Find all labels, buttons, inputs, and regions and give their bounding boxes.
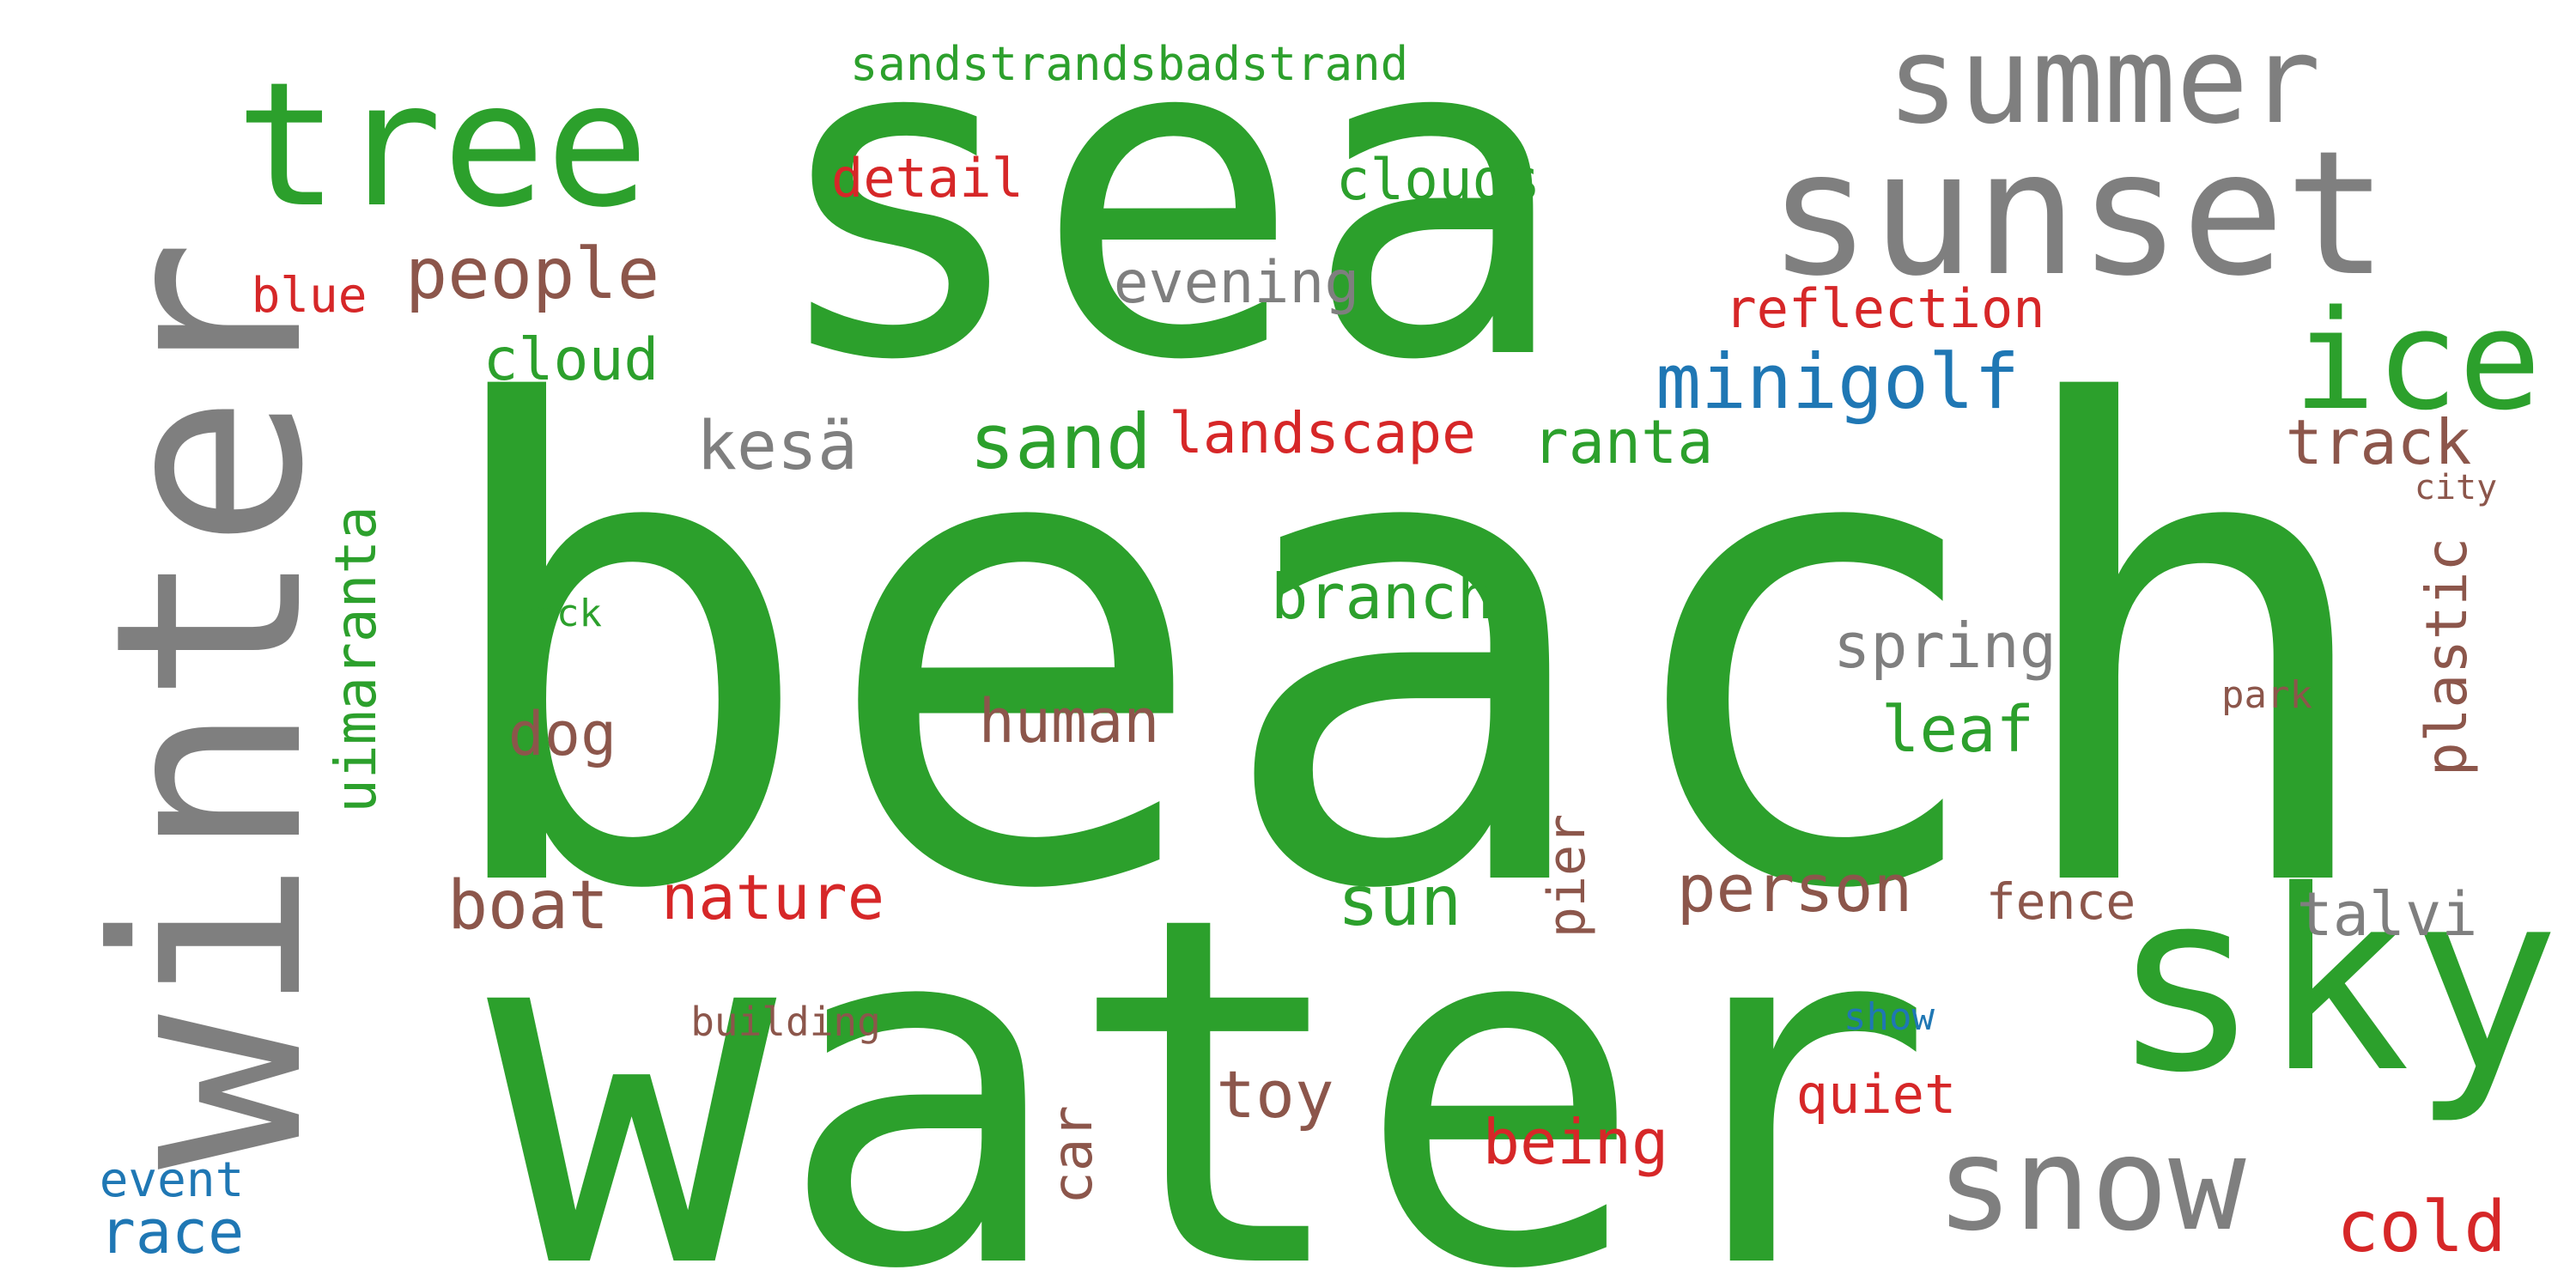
- word-plastic: plastic: [2414, 537, 2480, 777]
- word-toy: toy: [1216, 1056, 1334, 1133]
- word-sky: sky: [2111, 838, 2561, 1127]
- word-summer: summer: [1886, 11, 2321, 151]
- word-people: people: [404, 234, 660, 315]
- word-fence: fence: [1985, 872, 2136, 931]
- word-pier: pier: [1537, 813, 1597, 939]
- word-ice: ice: [2293, 280, 2542, 440]
- word-blue: blue: [251, 268, 368, 324]
- word-ranta: ranta: [1532, 407, 1714, 477]
- word-beach: beach: [426, 273, 2391, 1032]
- word-building: building: [690, 999, 881, 1045]
- word-sand: sand: [969, 398, 1151, 486]
- word-spring: spring: [1832, 610, 2057, 682]
- word-being: being: [1482, 1106, 1669, 1178]
- word-detail: detail: [831, 147, 1024, 210]
- word-race: race: [99, 1197, 245, 1267]
- word-event: event: [99, 1152, 245, 1208]
- word-uimaranta: uimaranta: [323, 506, 389, 813]
- word-cold: cold: [2336, 1187, 2506, 1268]
- word-kesa: kesä: [696, 408, 858, 485]
- word-boat: boat: [447, 867, 609, 945]
- word-track: track: [2285, 406, 2472, 478]
- word-evening: evening: [1113, 249, 1360, 317]
- word-person: person: [1676, 850, 1913, 927]
- word-dog: dog: [507, 699, 617, 769]
- word-winter: winter: [60, 239, 360, 1170]
- word-sandstrandsbadstrand: sandstrandsbadstrand: [849, 37, 1409, 91]
- word-clouds: clouds: [1335, 147, 1541, 213]
- word-park: park: [2221, 673, 2312, 717]
- word-sunset: sunset: [1767, 114, 2389, 314]
- word-car: car: [1042, 1105, 1105, 1205]
- word-reflection: reflection: [1724, 277, 2045, 340]
- word-rock: rock: [511, 592, 602, 635]
- word-branch: branch: [1270, 561, 1495, 633]
- word-snow: snow: [1935, 1110, 2246, 1260]
- word-city: city: [2414, 468, 2498, 507]
- word-quiet: quiet: [1795, 1063, 1957, 1126]
- word-nature: nature: [660, 861, 885, 933]
- word-human: human: [978, 686, 1160, 756]
- word-leaf: leaf: [1880, 693, 2035, 767]
- word-sun: sun: [1337, 861, 1462, 941]
- word-water: water: [487, 815, 1935, 1288]
- word-show: show: [1844, 995, 1935, 1039]
- word-tree: tree: [235, 46, 649, 246]
- word-landscape: landscape: [1169, 400, 1476, 466]
- word-talvi: talvi: [2296, 879, 2478, 950]
- word-sea: sea: [764, 0, 1571, 458]
- word-minigolf: minigolf: [1656, 337, 2020, 426]
- word-cloud: cloud: [483, 326, 659, 394]
